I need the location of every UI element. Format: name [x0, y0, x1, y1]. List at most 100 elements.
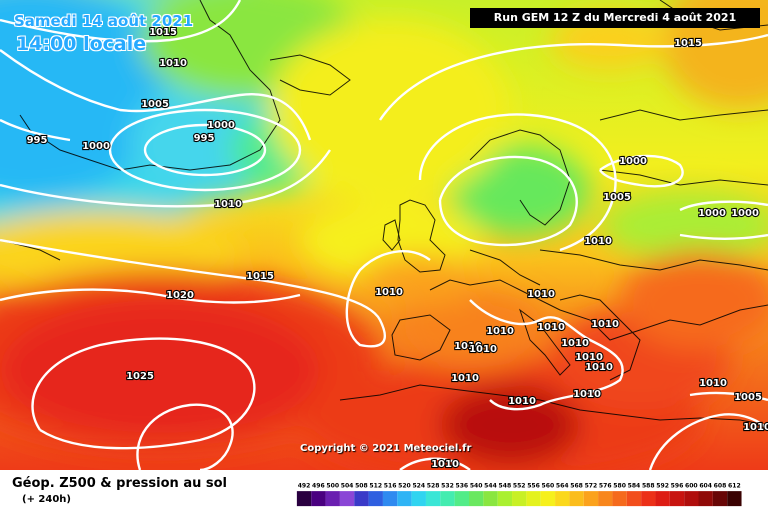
- legend-swatch: [382, 491, 398, 507]
- legend-value: 584: [628, 482, 641, 489]
- legend-swatch: [669, 491, 685, 507]
- isobar-label: 1020: [166, 290, 194, 301]
- isobar-label: 1000: [731, 208, 759, 219]
- legend-value: 560: [542, 482, 555, 489]
- legend-value: 604: [699, 482, 712, 489]
- legend-swatch: [440, 491, 455, 507]
- legend-swatch: [612, 491, 627, 507]
- legend-swatch: [368, 491, 383, 507]
- legend-value: 596: [671, 482, 684, 489]
- legend-swatch: [512, 491, 527, 507]
- isobar-label: 1000: [698, 208, 726, 219]
- legend-swatch: [540, 491, 556, 507]
- legend-value: 588: [642, 482, 655, 489]
- legend-value: 500: [326, 482, 339, 489]
- isobar-label: 1010: [743, 422, 768, 433]
- legend-swatch: [583, 491, 599, 507]
- legend-swatch: [454, 491, 469, 507]
- isobar-label: 1000: [82, 141, 110, 152]
- legend-swatch: [425, 491, 441, 507]
- legend-swatch: [325, 491, 340, 507]
- legend-value: 492: [298, 482, 311, 489]
- legend-swatch: [339, 491, 355, 507]
- isobar-label: 1010: [527, 289, 555, 300]
- legend-swatch: [296, 491, 312, 507]
- isobar-label: 1000: [619, 156, 647, 167]
- isobar-label: 1010: [537, 322, 565, 333]
- isobar-label: 1010: [375, 287, 403, 298]
- isobar-label: 1010: [159, 58, 187, 69]
- isobar-label: 1010: [573, 389, 601, 400]
- legend-value: 496: [312, 482, 325, 489]
- legend-value: 612: [728, 482, 741, 489]
- isobar-label: 1010: [699, 378, 727, 389]
- legend-value: 592: [656, 482, 669, 489]
- map-svg: 1015 1010 1005 995 1000 1000 995 1010 1015 1000 10…: [0, 0, 768, 470]
- legend-value: 576: [599, 482, 612, 489]
- isobar-label: 1010: [486, 326, 514, 337]
- isobar-labels: 1015 1010 1005 995 1000 1000 995 1010 1015 1000 10…: [25, 26, 768, 470]
- isobar-label: 1010: [451, 373, 479, 384]
- product-title: Géop. Z500 & pression au sol: [12, 476, 227, 491]
- legend-value: 572: [585, 482, 598, 489]
- isobar-label: 1010: [469, 344, 497, 355]
- legend-value: 552: [513, 482, 526, 489]
- lead-time: (+ 240h): [22, 494, 71, 505]
- legend-value: 512: [369, 482, 382, 489]
- isobar-label: 1010: [561, 338, 589, 349]
- isobar-label: 995: [194, 133, 215, 144]
- legend-value: 600: [685, 482, 698, 489]
- legend-value: 568: [570, 482, 583, 489]
- legend-swatch: [626, 491, 642, 507]
- isobar-label: 1010: [584, 236, 612, 247]
- legend-swatch: [684, 491, 699, 507]
- legend-swatch: [469, 491, 484, 507]
- isobar-label: 1015: [674, 38, 702, 49]
- geopotential-map: 1015 1010 1005 995 1000 1000 995 1010 1015 1000 10…: [0, 0, 768, 470]
- isobars: [0, 0, 768, 470]
- isobar-label: 1010: [454, 341, 482, 352]
- legend-value: 528: [427, 482, 440, 489]
- legend-value: 556: [527, 482, 540, 489]
- legend-swatch: [569, 491, 584, 507]
- isobar-label: 1010: [575, 352, 603, 363]
- legend-value: 508: [355, 482, 368, 489]
- isobar-label: 1010: [214, 199, 242, 210]
- legend-value: 524: [412, 482, 425, 489]
- legend-swatch: [526, 491, 541, 507]
- color-scale-legend: 492 496 500 504 508 512 516 520 524 528 532 536 540 5…: [296, 482, 742, 507]
- legend-swatch: [555, 491, 570, 507]
- legend-swatch: [712, 491, 728, 507]
- legend-swatch: [698, 491, 713, 507]
- model-run-info: Run GEM 12 Z du Mercredi 4 août 2021: [470, 8, 760, 28]
- isobar-label: 1010: [508, 396, 536, 407]
- legend-value: 580: [613, 482, 626, 489]
- legend-swatch: [483, 491, 498, 507]
- legend-value: 608: [714, 482, 727, 489]
- legend-value: 532: [441, 482, 454, 489]
- legend-swatch: [311, 491, 326, 507]
- isobar-label: 1005: [603, 192, 631, 203]
- isobar-label: 1010: [431, 459, 459, 470]
- local-time: 14:00 locale: [16, 33, 147, 55]
- isobar-label: 1025: [126, 371, 154, 382]
- legend-swatch: [397, 491, 412, 507]
- isobar-label: 1015: [149, 27, 177, 38]
- legend-swatch: [727, 491, 742, 507]
- isobar-label: 1010: [591, 319, 619, 330]
- isobar-label: 995: [27, 135, 48, 146]
- legend-swatch: [411, 491, 426, 507]
- copyright-notice: Copyright © 2021 Meteociel.fr: [300, 443, 472, 454]
- legend-value: 544: [484, 482, 497, 489]
- legend-value: 540: [470, 482, 483, 489]
- legend-value: 536: [455, 482, 468, 489]
- isobar-label: 1005: [141, 99, 169, 110]
- legend-swatch: [641, 491, 656, 507]
- isobar-label: 1015: [246, 271, 274, 282]
- legend-value: 564: [556, 482, 569, 489]
- legend-value: 516: [384, 482, 397, 489]
- legend-swatch: [354, 491, 369, 507]
- legend-swatch: [655, 491, 670, 507]
- legend-swatch: [497, 491, 513, 507]
- isobar-label: 1005: [734, 392, 762, 403]
